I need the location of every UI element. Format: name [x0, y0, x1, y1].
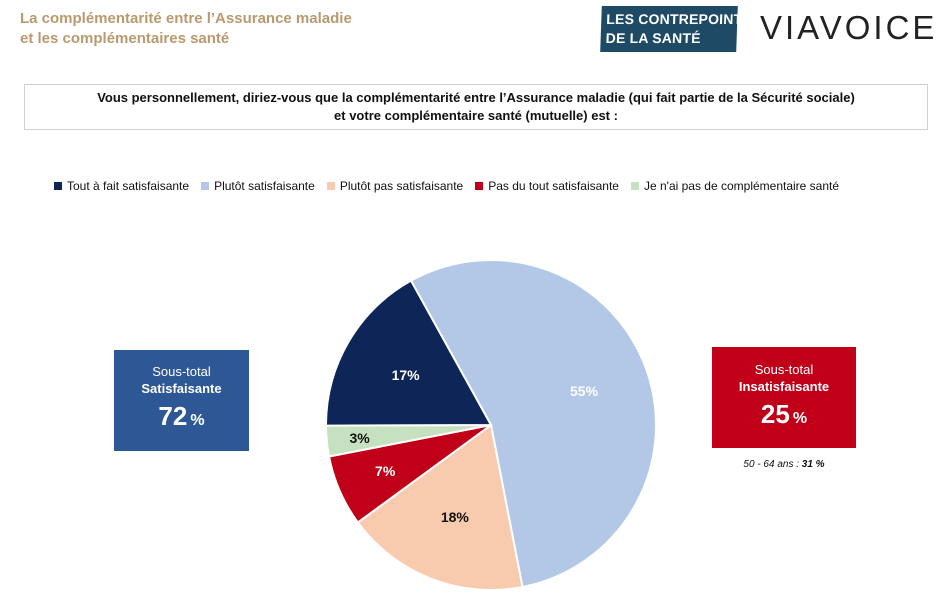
- subtotal-satisfied-sublabel: Satisfaisante: [141, 381, 222, 396]
- slide-title-line1: La complémentarité entre l’Assurance mal…: [20, 10, 352, 27]
- legend-swatch: [201, 182, 210, 190]
- legend-label: Tout à fait satisfaisante: [67, 179, 190, 193]
- chart-legend: Tout à fait satisfaisante Plutôt satisfa…: [54, 179, 851, 193]
- question-line2: et votre complémentaire santé (mutuelle)…: [334, 108, 618, 123]
- legend-label: Plutôt satisfaisante: [214, 179, 315, 193]
- legend-label: Plutôt pas satisfaisante: [339, 179, 464, 193]
- pie-slice-label: 3%: [350, 430, 371, 446]
- pie-slice: [409, 259, 657, 589]
- pie-slice-label: 7%: [375, 463, 396, 479]
- slide-title: La complémentarité entre l’Assurance mal…: [20, 9, 460, 49]
- pie-slice: [356, 423, 524, 591]
- question-box: Vous personnellement, diriez-vous que la…: [24, 84, 928, 130]
- legend-label: Je n'ai pas de complémentaire santé: [643, 179, 840, 193]
- legend-label: Pas du tout satisfaisante: [488, 179, 619, 193]
- legend-swatch: [326, 182, 335, 190]
- subtotal-satisfied-value-wrap: 72%: [114, 401, 249, 436]
- pie-slice-label: 17%: [392, 367, 421, 383]
- pie-slice-label: 18%: [441, 509, 470, 525]
- pie-slice: [325, 279, 493, 427]
- subtotal-unsatisfied-value: 25: [760, 399, 790, 429]
- legend-swatch: [630, 182, 639, 190]
- subtotal-unsatisfied-box: Sous-total Insatisfaisante 25%: [712, 347, 856, 448]
- legend-swatch: [54, 182, 62, 190]
- legend-item: Tout à fait satisfaisante: [54, 179, 189, 193]
- legend-item: Plutôt pas satisfaisante: [326, 179, 464, 193]
- pie-slice-label: 55%: [570, 383, 599, 399]
- subtotal-unsatisfied-sublabel: Insatisfaisante: [738, 379, 830, 394]
- legend-item: Pas du tout satisfaisante: [475, 179, 619, 193]
- subtotal-unsatisfied-label: Sous-total: [754, 362, 814, 377]
- age-note-value: 31 %: [801, 459, 825, 470]
- question-line1: Vous personnellement, diriez-vous que la…: [97, 90, 855, 105]
- subtotal-satisfied-value: 72: [158, 401, 188, 431]
- legend-item: Je n'ai pas de complémentaire santé: [630, 179, 840, 193]
- age-note-label: 50 - 64 ans :: [743, 459, 799, 470]
- legend-swatch: [475, 182, 484, 190]
- age-note: 50 - 64 ans : 31 %: [712, 459, 856, 470]
- subtotal-satisfied-label: Sous-total: [152, 364, 211, 379]
- legend-item: Plutôt satisfaisante: [201, 179, 315, 193]
- viavoice-logo: VIAVOICE: [760, 9, 938, 46]
- subtotal-satisfied-box: Sous-total Satisfaisante 72%: [114, 350, 249, 451]
- subtotal-satisfied-unit: %: [190, 412, 205, 429]
- subtotal-unsatisfied-unit: %: [792, 410, 808, 427]
- subtotal-unsatisfied-value-wrap: 25%: [712, 399, 856, 434]
- slide-title-line2: et les complémentaires santé: [20, 30, 230, 47]
